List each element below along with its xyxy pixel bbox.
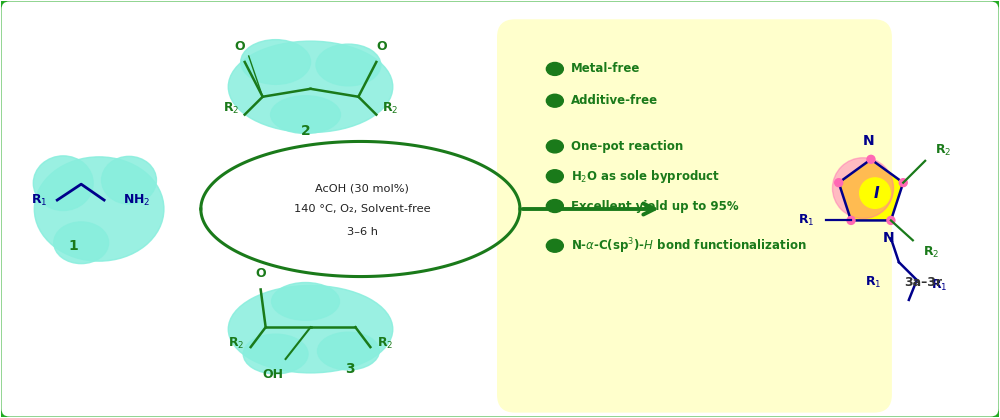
Ellipse shape <box>271 96 340 133</box>
Text: N: N <box>883 231 895 245</box>
Text: R$_1$: R$_1$ <box>798 213 814 228</box>
Circle shape <box>835 179 843 187</box>
Ellipse shape <box>33 156 93 211</box>
Text: One-pot reaction: One-pot reaction <box>571 140 683 153</box>
Circle shape <box>867 155 875 163</box>
Ellipse shape <box>832 158 894 219</box>
Text: R$_2$: R$_2$ <box>228 336 244 351</box>
Text: H$_2$O as sole byproduct: H$_2$O as sole byproduct <box>571 168 720 185</box>
Text: 1: 1 <box>68 239 78 253</box>
Text: NH$_2$: NH$_2$ <box>123 193 150 208</box>
Ellipse shape <box>272 283 339 320</box>
Ellipse shape <box>316 44 381 86</box>
Text: 3: 3 <box>346 362 355 376</box>
Text: O: O <box>255 267 266 280</box>
Ellipse shape <box>34 157 164 261</box>
Text: Additive-free: Additive-free <box>571 94 658 107</box>
Ellipse shape <box>860 178 890 208</box>
Ellipse shape <box>546 199 563 212</box>
Ellipse shape <box>546 62 563 75</box>
Text: 3a–3r: 3a–3r <box>904 276 942 289</box>
Circle shape <box>847 217 855 224</box>
Ellipse shape <box>228 285 393 373</box>
Text: O: O <box>376 40 387 53</box>
Circle shape <box>887 217 895 224</box>
Text: O: O <box>234 40 245 53</box>
Ellipse shape <box>54 222 109 264</box>
Ellipse shape <box>546 94 563 107</box>
Text: R$_1$: R$_1$ <box>931 278 947 293</box>
Text: I: I <box>874 186 880 201</box>
Text: AcOH (30 mol%): AcOH (30 mol%) <box>315 183 409 193</box>
Text: R$_2$: R$_2$ <box>935 143 951 158</box>
FancyBboxPatch shape <box>497 19 892 413</box>
Text: R$_1$: R$_1$ <box>31 193 48 208</box>
Circle shape <box>899 179 907 187</box>
Text: R$_2$: R$_2$ <box>377 336 393 351</box>
Ellipse shape <box>243 334 308 374</box>
Text: N: N <box>863 135 875 148</box>
Text: N-$\alpha$-C(sp$^3$)-$H$ bond functionalization: N-$\alpha$-C(sp$^3$)-$H$ bond functional… <box>571 236 807 255</box>
Ellipse shape <box>546 140 563 153</box>
Text: Metal-free: Metal-free <box>571 62 640 75</box>
Text: Excellent yield up to 95%: Excellent yield up to 95% <box>571 199 738 212</box>
Ellipse shape <box>228 41 393 133</box>
Polygon shape <box>839 159 903 220</box>
Text: 140 °C, O₂, Solvent-free: 140 °C, O₂, Solvent-free <box>294 204 431 214</box>
Ellipse shape <box>546 170 563 183</box>
Text: R$_2$: R$_2$ <box>923 245 939 260</box>
Ellipse shape <box>318 332 379 370</box>
Ellipse shape <box>241 40 311 84</box>
Ellipse shape <box>102 156 156 204</box>
Text: 2: 2 <box>301 124 310 138</box>
Ellipse shape <box>546 239 563 252</box>
Text: R$_2$: R$_2$ <box>223 101 239 116</box>
Text: R$_2$: R$_2$ <box>382 101 398 116</box>
Text: OH: OH <box>262 368 283 381</box>
Text: R$_1$: R$_1$ <box>865 275 881 290</box>
Text: 3–6 h: 3–6 h <box>347 227 378 237</box>
